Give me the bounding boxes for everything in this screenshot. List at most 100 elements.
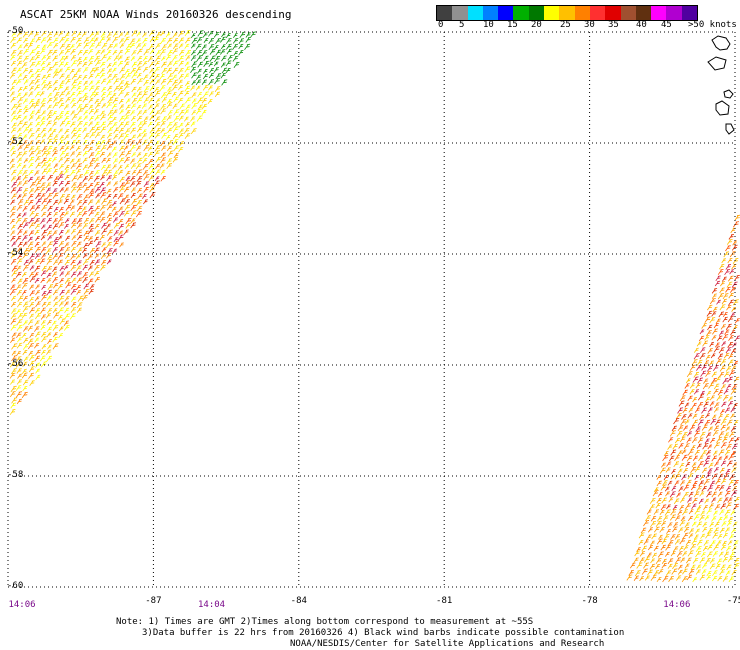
wind-barb bbox=[707, 485, 714, 492]
wind-barb bbox=[684, 383, 690, 389]
wind-barb bbox=[178, 55, 184, 62]
wind-barb bbox=[57, 217, 64, 223]
wind-barb bbox=[70, 246, 76, 253]
wind-barb bbox=[677, 468, 683, 474]
wind-barb bbox=[733, 540, 739, 546]
wind-barb bbox=[64, 296, 70, 302]
wind-barb bbox=[52, 240, 59, 247]
wind-barb bbox=[52, 150, 58, 157]
wind-barb bbox=[681, 431, 688, 438]
wind-barb bbox=[154, 180, 160, 187]
wind-barb bbox=[21, 217, 28, 225]
scale-label: 45 bbox=[661, 20, 672, 30]
wind-barb bbox=[705, 472, 712, 479]
wind-barb bbox=[16, 290, 22, 296]
wind-barb bbox=[41, 204, 48, 212]
wind-barb bbox=[647, 527, 654, 533]
wind-barb bbox=[77, 234, 83, 241]
wind-barb bbox=[698, 498, 704, 504]
wind-barb bbox=[23, 326, 29, 332]
wind-barb bbox=[649, 563, 656, 570]
wind-barb bbox=[142, 66, 149, 73]
wind-barb bbox=[59, 110, 64, 117]
wind-barb bbox=[131, 97, 138, 104]
wind-barb bbox=[124, 92, 130, 98]
wind-barb bbox=[699, 475, 705, 481]
wind-barb bbox=[682, 551, 688, 557]
wind-barb bbox=[695, 528, 700, 534]
wind-barb bbox=[70, 271, 77, 278]
wind-barb bbox=[195, 74, 202, 81]
wind-barb bbox=[215, 49, 222, 56]
wind-barb bbox=[713, 510, 718, 516]
wind-barb bbox=[52, 247, 58, 253]
wind-barb bbox=[53, 91, 60, 99]
wind-barb bbox=[28, 259, 34, 265]
wind-barb bbox=[93, 37, 99, 43]
wind-barb bbox=[674, 473, 681, 480]
wind-barb bbox=[683, 425, 689, 431]
wind-barb bbox=[131, 61, 138, 68]
wind-barb bbox=[676, 575, 682, 581]
wind-barb bbox=[83, 230, 89, 237]
wind-barb bbox=[57, 284, 63, 290]
wind-barb bbox=[725, 347, 732, 354]
wind-barb bbox=[693, 371, 700, 378]
wind-barb bbox=[718, 311, 725, 318]
wind-barb bbox=[10, 187, 17, 194]
wind-barb bbox=[46, 157, 52, 164]
wind-barb bbox=[46, 272, 52, 279]
wind-barb bbox=[663, 474, 669, 481]
wind-barb bbox=[713, 383, 720, 390]
wind-barb bbox=[52, 343, 59, 350]
wind-barb bbox=[733, 503, 740, 510]
wind-barb bbox=[118, 127, 124, 134]
wind-barb bbox=[142, 193, 147, 199]
wind-barb bbox=[673, 498, 680, 505]
wind-barb bbox=[82, 199, 88, 206]
wind-barb bbox=[701, 485, 707, 492]
wind-barb bbox=[83, 217, 90, 224]
wind-barb bbox=[641, 545, 648, 552]
wind-barb bbox=[29, 61, 36, 69]
wind-barb bbox=[720, 544, 727, 551]
wind-barb bbox=[726, 238, 733, 245]
wind-barb bbox=[11, 277, 16, 283]
wind-barb bbox=[694, 474, 700, 480]
wind-barb bbox=[23, 126, 29, 134]
wind-barb bbox=[701, 467, 708, 474]
wind-barb bbox=[710, 353, 716, 359]
wind-barb bbox=[11, 67, 17, 74]
wind-barb bbox=[727, 257, 733, 264]
wind-barb bbox=[682, 491, 689, 499]
wind-barb bbox=[166, 121, 173, 129]
wind-barb bbox=[190, 66, 197, 73]
wind-barb bbox=[101, 222, 108, 229]
wind-barb bbox=[722, 316, 728, 323]
wind-barb bbox=[154, 103, 160, 109]
wind-barb bbox=[94, 264, 100, 271]
wind-barb bbox=[100, 192, 107, 199]
wind-barb bbox=[95, 50, 101, 56]
wind-barb bbox=[35, 198, 42, 205]
wind-barb bbox=[100, 145, 107, 152]
wind-barb bbox=[40, 37, 47, 44]
wind-barb bbox=[691, 503, 697, 510]
wind-barb bbox=[22, 379, 29, 386]
wind-barb bbox=[124, 164, 130, 170]
wind-barb bbox=[59, 121, 65, 127]
wind-barb bbox=[34, 349, 41, 356]
wind-barb bbox=[670, 449, 677, 456]
wind-barb bbox=[82, 92, 88, 98]
wind-barb bbox=[195, 85, 201, 91]
wind-barb bbox=[699, 574, 706, 581]
wind-barb bbox=[76, 163, 83, 170]
wind-barb bbox=[29, 301, 35, 308]
wind-barb bbox=[166, 67, 173, 74]
wind-barb bbox=[11, 343, 18, 350]
wind-barb bbox=[11, 355, 18, 362]
wind-barb bbox=[672, 562, 679, 570]
wind-barb bbox=[41, 146, 48, 153]
wind-barb bbox=[28, 372, 35, 379]
wind-barb bbox=[82, 85, 89, 93]
